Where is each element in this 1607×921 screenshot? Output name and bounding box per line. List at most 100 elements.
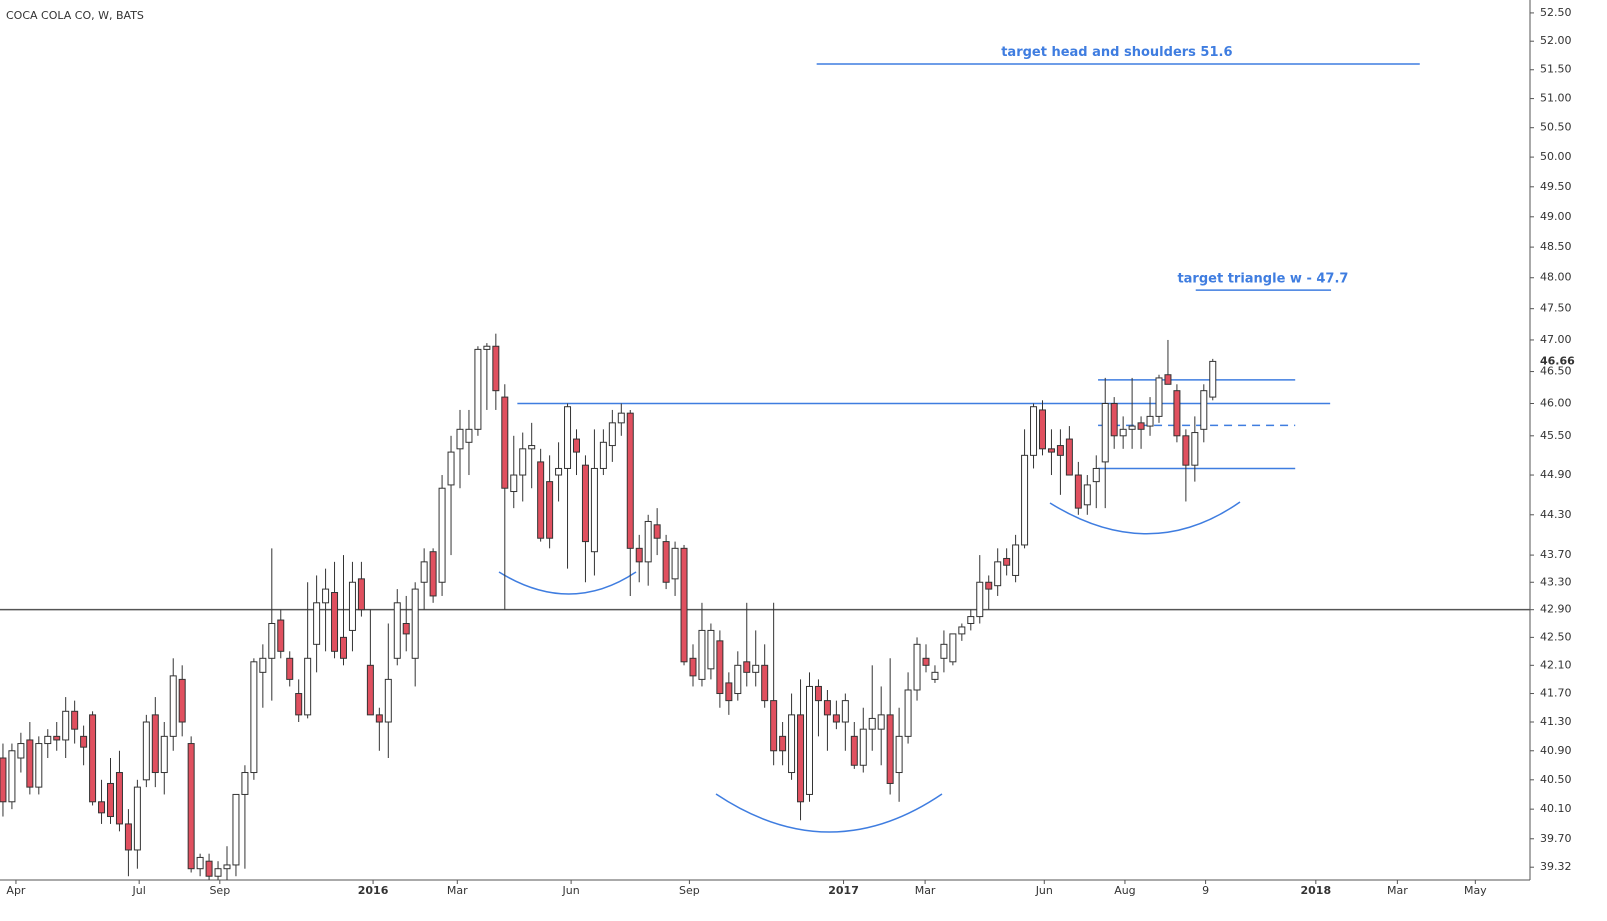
y-tick-label: 46.50 (1540, 365, 1572, 378)
candle-body (581, 464, 589, 543)
candle-body (62, 710, 70, 741)
candle-body (877, 714, 885, 730)
candle-body (17, 743, 25, 759)
x-tick-label: Jun (1035, 884, 1053, 897)
y-tick-label: 40.50 (1540, 773, 1572, 786)
candle-body (850, 735, 858, 766)
arcs (498, 501, 1241, 833)
candle-body (106, 782, 114, 818)
candle-body (501, 396, 509, 489)
candle-body (788, 714, 796, 774)
y-tick-label: 42.10 (1540, 658, 1572, 671)
candle-body (1021, 454, 1029, 546)
x-tick-label: Mar (1387, 884, 1408, 897)
candle-body (510, 474, 518, 493)
y-tick-label: 40.90 (1540, 744, 1572, 757)
y-tick-label: 39.70 (1540, 832, 1572, 845)
candle-body (895, 735, 903, 774)
y-tick-label: 52.00 (1540, 34, 1572, 47)
y-tick-label: 46.00 (1540, 397, 1572, 410)
candle-body (644, 520, 652, 563)
candle-body (295, 693, 303, 716)
candle-body (160, 735, 168, 774)
candle-body (1056, 445, 1064, 456)
candle-body (805, 685, 813, 795)
x-tick-label: 2018 (1301, 884, 1332, 897)
candle-body (770, 700, 778, 752)
candle-body (420, 561, 428, 583)
y-tick-label: 42.50 (1540, 630, 1572, 643)
candle-body (1012, 544, 1020, 576)
candle-body (814, 685, 822, 702)
candle-body (438, 487, 446, 583)
candle-body (35, 743, 43, 788)
y-tick-label: 44.30 (1540, 508, 1572, 521)
y-tick-label: 50.00 (1540, 150, 1572, 163)
candle-body (223, 864, 231, 870)
x-tick-label: Mar (915, 884, 936, 897)
candle-body (626, 412, 634, 549)
candle-body (142, 721, 150, 781)
candle-body (931, 671, 939, 680)
candle-body (1083, 484, 1091, 506)
y-tick-label: 48.50 (1540, 240, 1572, 253)
chart-title: COCA COLA CO, W, BATS (6, 9, 144, 22)
candle-body (268, 622, 276, 659)
candle-body (599, 441, 607, 469)
candle-body (259, 657, 267, 673)
candle-body (797, 714, 805, 803)
candle-body (313, 602, 321, 645)
candle-body (1155, 377, 1163, 417)
y-tick-label: 49.50 (1540, 180, 1572, 193)
annotation: target head and shoulders 51.6 (1001, 45, 1232, 60)
candle-body (949, 633, 957, 663)
candle-body (187, 743, 195, 870)
candle-body (1164, 374, 1172, 385)
candle-body (357, 578, 365, 611)
candle-body (474, 348, 482, 430)
candle-body (922, 657, 930, 666)
arc (498, 571, 637, 595)
candle-body (1110, 403, 1118, 437)
x-tick-label: Jul (132, 884, 146, 897)
x-tick-label: 2017 (828, 884, 859, 897)
y-tick-label: 42.90 (1540, 603, 1572, 616)
candle-body (546, 481, 554, 539)
x-tick-label: Mar (447, 884, 468, 897)
candle-body (528, 445, 536, 450)
x-tick-label: 9 (1202, 884, 1209, 897)
candle-body (1047, 448, 1055, 453)
candle-body (447, 451, 455, 486)
candle-body (859, 728, 867, 766)
candle-body (304, 657, 312, 716)
x-tick-label: 2016 (358, 884, 389, 897)
candle-body (483, 345, 491, 350)
candle-body (492, 345, 500, 392)
candle-body (1209, 360, 1217, 398)
candle-body (734, 664, 742, 695)
candle-body (89, 714, 97, 803)
candle-body (124, 823, 132, 851)
arc (715, 793, 943, 833)
candle-body (44, 735, 52, 745)
candle-body (671, 547, 679, 580)
x-tick-label: Aug (1114, 884, 1135, 897)
y-tick-label: 47.50 (1540, 302, 1572, 315)
candle-body (958, 626, 966, 635)
y-tick-label: 44.90 (1540, 468, 1572, 481)
candle-body (178, 678, 186, 723)
candle-body (331, 592, 339, 652)
y-tick-label: 48.00 (1540, 271, 1572, 284)
candle-body (411, 588, 419, 659)
y-tick-label: 51.50 (1540, 63, 1572, 76)
candle-body (26, 739, 34, 788)
candle-body (913, 643, 921, 691)
y-tick-label: 51.00 (1540, 92, 1572, 105)
candle-body (904, 689, 912, 737)
candle-body (402, 622, 410, 635)
candle-body (277, 619, 285, 652)
candle-body (1191, 432, 1199, 466)
candle-body (322, 588, 330, 604)
candle-body (698, 629, 706, 680)
